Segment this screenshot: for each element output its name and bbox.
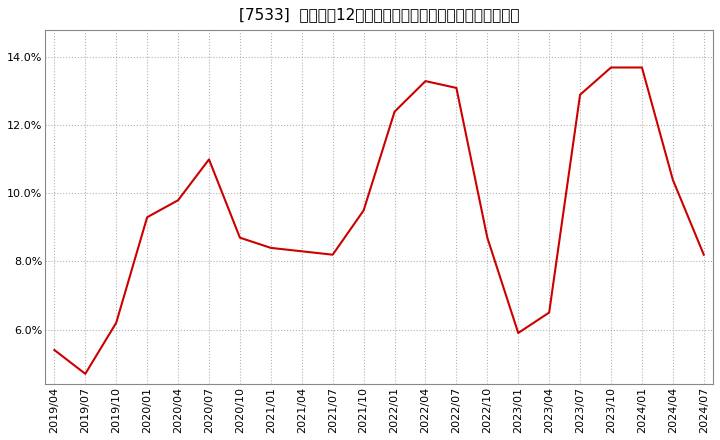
Title: [7533]  売上高の12か月移動合計の対前年同期増減率の推移: [7533] 売上高の12か月移動合計の対前年同期増減率の推移 (239, 7, 519, 22)
